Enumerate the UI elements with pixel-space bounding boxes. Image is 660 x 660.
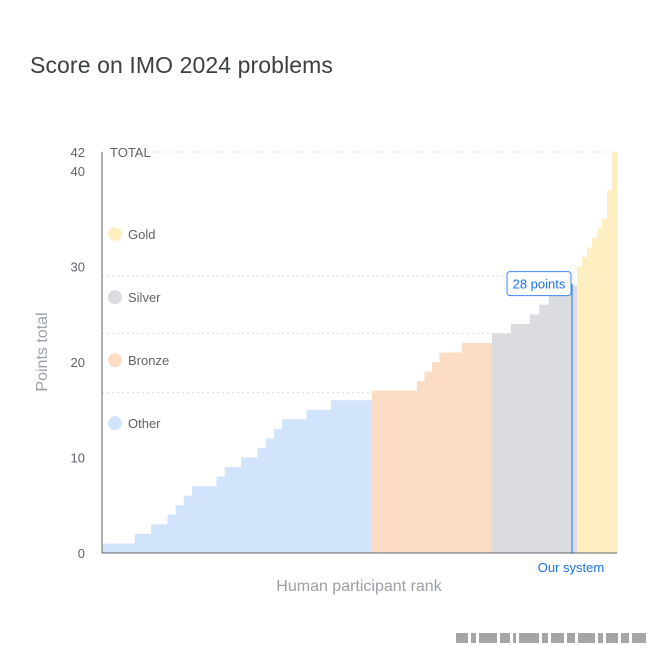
bar-bronze [417, 381, 426, 553]
legend-swatch-bronze [108, 353, 122, 368]
bar-bronze [484, 342, 493, 553]
bar-silver [520, 323, 531, 553]
bar-other [102, 543, 111, 553]
bar-other [118, 543, 128, 553]
bar-other [183, 495, 193, 553]
bar-other [339, 400, 349, 553]
bar-other [216, 476, 226, 553]
axes [101, 152, 617, 554]
legend-swatch-gold [108, 227, 122, 242]
y-tick-label: 10 [71, 451, 85, 466]
y-axis-label: Points total [34, 312, 51, 391]
bar-other [232, 467, 242, 553]
y-tick-label: 42 [71, 145, 85, 160]
bar-gold [612, 152, 618, 553]
bar-bronze [462, 342, 471, 553]
bar-bronze [477, 342, 486, 553]
legend-label-bronze: Bronze [128, 353, 169, 368]
bar-other [151, 524, 160, 553]
bar-gold [607, 190, 613, 553]
bar-other [290, 419, 299, 553]
bar-bronze [387, 390, 396, 553]
watermark [456, 630, 646, 646]
bar-bronze [409, 390, 418, 553]
bar-silver [548, 295, 559, 553]
bar-gold [597, 228, 603, 553]
bar-bronze [402, 390, 411, 553]
x-axis-label: Human participant rank [276, 578, 442, 595]
system-score-label: 28 points [513, 277, 566, 292]
bar-silver [539, 304, 550, 553]
bar-other [363, 400, 373, 553]
bar-other [142, 533, 152, 553]
bar-other [134, 533, 144, 553]
bar-other [175, 505, 185, 553]
bar-bronze [454, 352, 463, 553]
bar-silver [501, 333, 512, 553]
bar-other [355, 400, 365, 553]
bar-bronze [394, 390, 403, 553]
bar-bronze [447, 352, 456, 553]
bar-gold [592, 237, 598, 553]
total-label: TOTAL [110, 145, 151, 160]
bar-other [241, 457, 250, 553]
system-label: Our system [538, 560, 604, 575]
page-title: Score on IMO 2024 problems [30, 52, 334, 78]
bar-bronze [439, 352, 448, 553]
bar-gold [602, 218, 608, 553]
grid-lines [102, 151, 617, 394]
bar-other [249, 457, 259, 553]
legend-swatch-other [108, 416, 122, 431]
score-areas [102, 152, 618, 554]
bar-gold [587, 247, 593, 554]
bar-other [273, 428, 283, 553]
bar-bronze [379, 390, 388, 553]
bar-other [265, 438, 275, 553]
bar-other [224, 467, 234, 553]
bar-silver [492, 333, 503, 553]
bar-other [167, 514, 177, 553]
legend-label-other: Other [128, 416, 161, 431]
y-tick-label: 40 [71, 164, 85, 179]
y-tick-label: 20 [71, 355, 85, 370]
system-score-box [506, 271, 572, 297]
bar-other [306, 409, 316, 553]
legend-label-silver: Silver [128, 290, 161, 305]
system-marker: 28 points Our system [506, 271, 604, 575]
bar-bronze [432, 362, 441, 553]
bar-gold [582, 257, 588, 553]
bar-other [200, 486, 209, 553]
bar-silver [510, 323, 521, 553]
bar-other [282, 419, 291, 553]
bar-other [298, 419, 308, 553]
bar-other [126, 543, 136, 553]
bar-other [314, 409, 324, 553]
bar-bronze [372, 390, 381, 553]
bar-silver [529, 314, 540, 553]
bar-other [322, 409, 332, 553]
bar-silver [558, 295, 569, 553]
legend-swatch-silver [108, 290, 122, 305]
bar-other [159, 524, 169, 553]
bar-other [331, 400, 340, 553]
bar-other [347, 400, 357, 553]
y-tick-label: 0 [78, 546, 85, 561]
bar-bronze [424, 371, 433, 553]
bar-other [192, 486, 201, 553]
bar-other [110, 543, 119, 553]
legend: Gold Silver Bronze Other [108, 227, 169, 431]
bar-other [208, 486, 218, 553]
legend-label-gold: Gold [128, 227, 155, 242]
bar-other [257, 447, 267, 553]
y-tick-labels: 0 10 20 30 40 42 [71, 145, 85, 561]
bar-gold [577, 266, 583, 553]
y-tick-label: 30 [71, 260, 85, 275]
bar-bronze [469, 342, 478, 553]
